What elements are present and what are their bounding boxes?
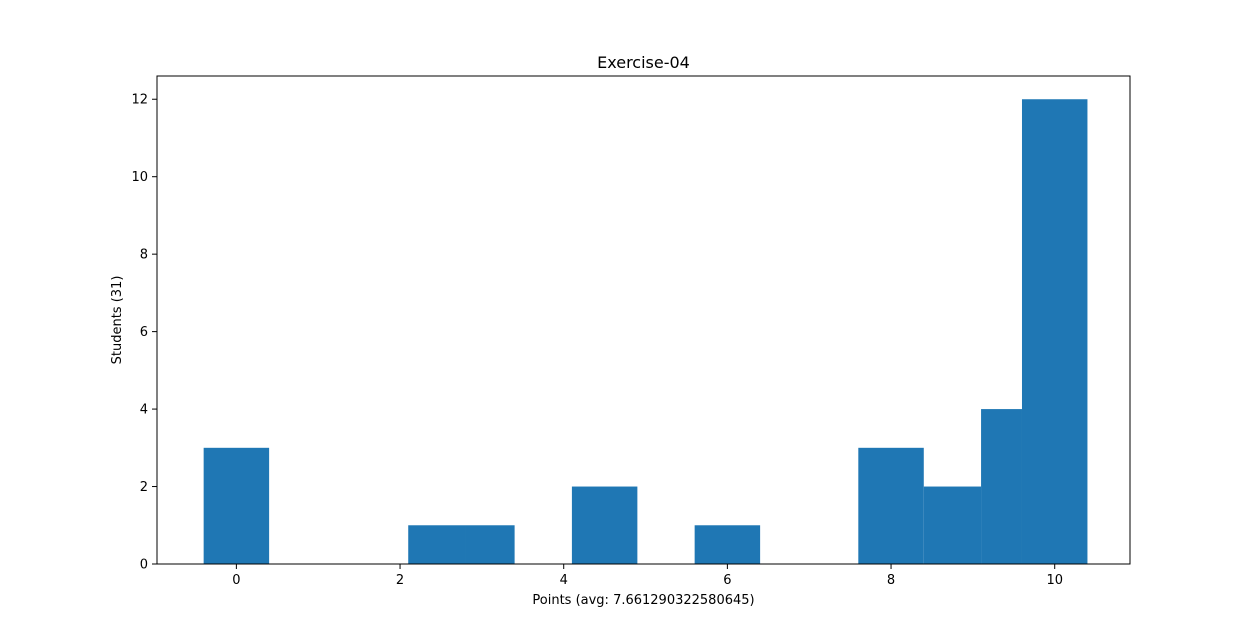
x-tick-label: 8 <box>887 573 895 588</box>
y-tick-label: 0 <box>140 558 148 573</box>
plot-area-frame <box>156 75 1131 565</box>
histogram-bar-6 <box>923 486 982 564</box>
y-tick-label: 8 <box>140 248 148 263</box>
histogram-bar-7 <box>981 409 1022 564</box>
y-tick-label: 2 <box>140 480 148 495</box>
chart-title: Exercise-04 <box>597 53 690 72</box>
histogram-bar-3 <box>571 486 638 564</box>
histogram-bar-4 <box>694 525 761 564</box>
y-tick-label: 10 <box>131 170 148 185</box>
histogram-bar-2 <box>465 525 515 564</box>
y-axis-label: Students (31) <box>110 276 125 365</box>
histogram-bar-0 <box>203 447 270 564</box>
x-tick-label: 6 <box>723 573 731 588</box>
x-tick-label: 4 <box>560 573 568 588</box>
y-tick-label: 6 <box>140 325 148 340</box>
histogram-bar-5 <box>858 447 924 564</box>
bars-layer <box>203 99 1088 565</box>
histogram-bar-8 <box>1021 99 1088 565</box>
x-tick-label: 0 <box>232 573 240 588</box>
x-axis-ticks: 0 2 4 6 8 10 <box>232 564 1063 588</box>
x-axis-label: Points (avg: 7.661290322580645) <box>532 593 754 608</box>
y-tick-label: 4 <box>140 403 148 418</box>
y-axis-ticks: 0 2 4 6 8 10 12 <box>131 93 157 573</box>
y-tick-label: 12 <box>131 93 148 108</box>
x-tick-label: 10 <box>1046 573 1063 588</box>
histogram-bar-1 <box>408 525 466 564</box>
x-tick-label: 2 <box>396 573 404 588</box>
